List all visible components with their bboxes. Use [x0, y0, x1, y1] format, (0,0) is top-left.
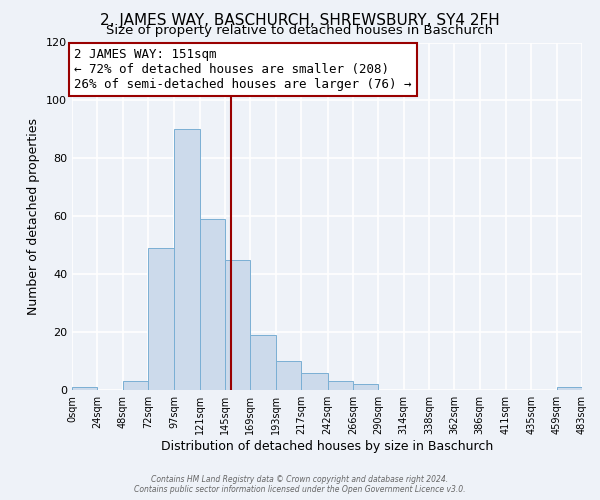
- Bar: [148, 248, 175, 390]
- Bar: [225, 260, 250, 390]
- Bar: [250, 335, 276, 390]
- Y-axis label: Number of detached properties: Number of detached properties: [28, 118, 40, 315]
- Bar: [175, 130, 200, 390]
- Bar: [328, 382, 353, 390]
- Bar: [301, 372, 328, 390]
- Text: Contains HM Land Registry data © Crown copyright and database right 2024.
Contai: Contains HM Land Registry data © Crown c…: [134, 474, 466, 494]
- Bar: [557, 387, 582, 390]
- X-axis label: Distribution of detached houses by size in Baschurch: Distribution of detached houses by size …: [161, 440, 493, 453]
- Bar: [122, 382, 148, 390]
- Bar: [72, 387, 97, 390]
- Bar: [353, 384, 378, 390]
- Text: 2 JAMES WAY: 151sqm
← 72% of detached houses are smaller (208)
26% of semi-detac: 2 JAMES WAY: 151sqm ← 72% of detached ho…: [74, 48, 412, 92]
- Bar: [276, 361, 301, 390]
- Text: Size of property relative to detached houses in Baschurch: Size of property relative to detached ho…: [106, 24, 494, 37]
- Text: 2, JAMES WAY, BASCHURCH, SHREWSBURY, SY4 2FH: 2, JAMES WAY, BASCHURCH, SHREWSBURY, SY4…: [100, 12, 500, 28]
- Bar: [200, 219, 225, 390]
